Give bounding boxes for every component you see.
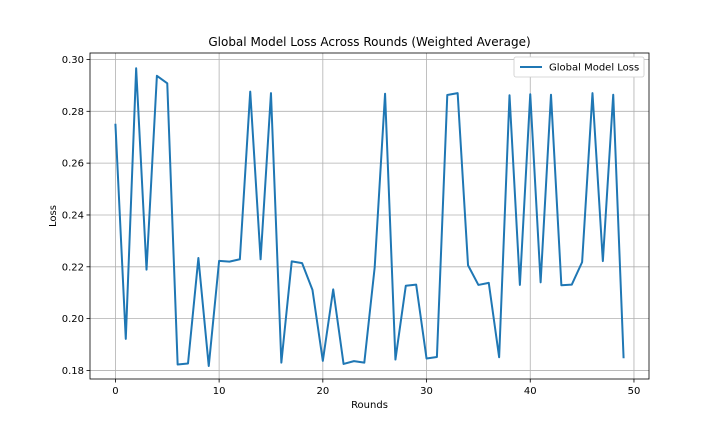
x-tick-label: 0 bbox=[112, 386, 118, 397]
chart-title: Global Model Loss Across Rounds (Weighte… bbox=[208, 35, 530, 49]
legend-label: Global Model Loss bbox=[549, 63, 639, 74]
y-tick-label: 0.26 bbox=[62, 159, 84, 170]
x-tick-label: 40 bbox=[524, 386, 537, 397]
y-tick-label: 0.28 bbox=[62, 107, 84, 118]
x-tick-label: 30 bbox=[420, 386, 433, 397]
x-tick-label: 50 bbox=[628, 386, 641, 397]
x-tick-label: 20 bbox=[316, 386, 329, 397]
y-tick-label: 0.24 bbox=[62, 210, 84, 221]
legend: Global Model Loss bbox=[514, 57, 644, 77]
y-axis-label: Loss bbox=[48, 205, 59, 227]
x-tick-label: 10 bbox=[213, 386, 226, 397]
y-tick-label: 0.30 bbox=[62, 55, 84, 66]
y-tick-label: 0.20 bbox=[62, 314, 84, 325]
x-axis-label: Rounds bbox=[351, 400, 388, 411]
y-tick-label: 0.18 bbox=[62, 366, 84, 377]
y-tick-label: 0.22 bbox=[62, 262, 84, 273]
